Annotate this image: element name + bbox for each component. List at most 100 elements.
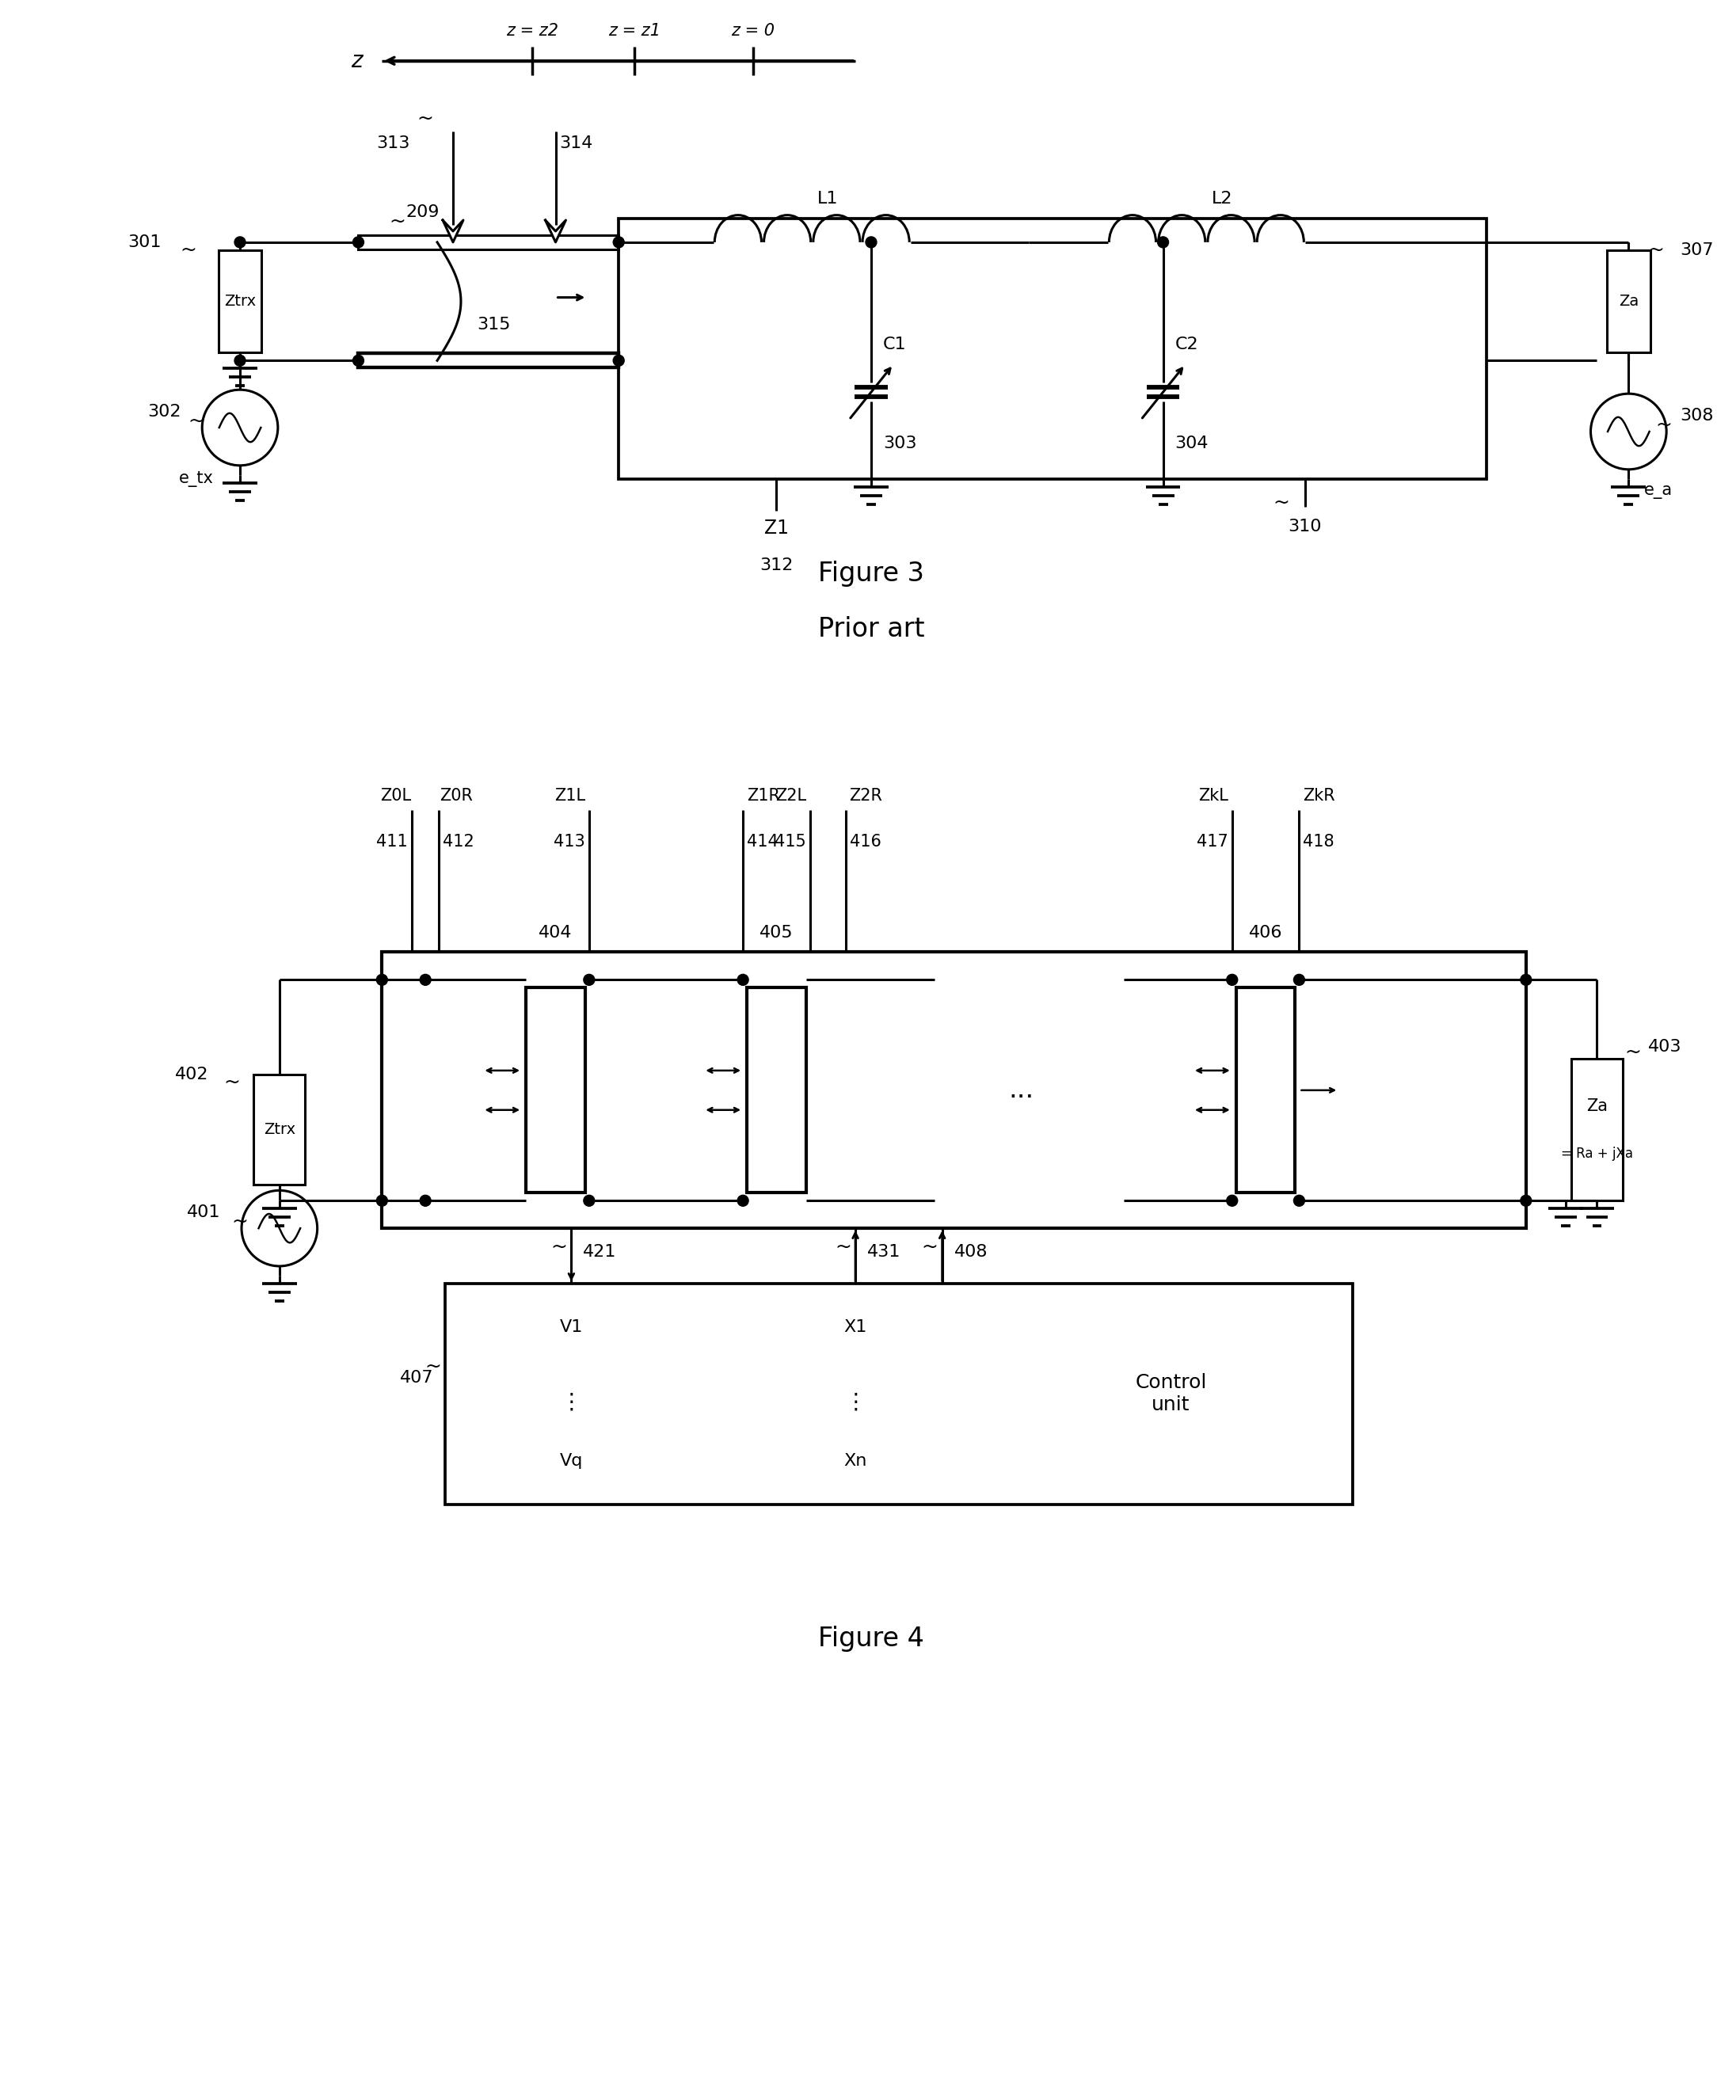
Text: 209: 209 <box>406 204 439 221</box>
Bar <box>1571 1058 1623 1201</box>
Circle shape <box>1293 974 1305 985</box>
Text: 413: 413 <box>554 834 585 851</box>
Circle shape <box>420 974 431 985</box>
Text: Ztrx: Ztrx <box>264 1121 295 1138</box>
Text: z = 0: z = 0 <box>731 23 774 38</box>
Text: z = z2: z = z2 <box>505 23 557 38</box>
Bar <box>253 1075 306 1184</box>
Text: e_tx: e_tx <box>179 470 214 487</box>
Text: 405: 405 <box>760 924 793 941</box>
Circle shape <box>583 974 595 985</box>
Text: Xn: Xn <box>844 1453 866 1468</box>
Text: Figure 3: Figure 3 <box>818 561 924 586</box>
Bar <box>1236 987 1295 1193</box>
Bar <box>618 218 1486 479</box>
Text: L2: L2 <box>1212 191 1233 206</box>
Text: Z1: Z1 <box>764 519 788 538</box>
Text: 404: 404 <box>538 924 573 941</box>
Text: Prior art: Prior art <box>818 615 924 643</box>
Text: ...: ... <box>1009 1077 1035 1102</box>
Circle shape <box>738 1195 748 1205</box>
Text: L1: L1 <box>818 191 838 206</box>
Bar <box>219 250 262 353</box>
Polygon shape <box>545 220 566 242</box>
Circle shape <box>234 237 245 248</box>
Text: ~: ~ <box>187 412 205 430</box>
Text: 417: 417 <box>1196 834 1227 851</box>
Text: 403: 403 <box>1647 1040 1682 1054</box>
Text: 412: 412 <box>443 834 474 851</box>
Text: 418: 418 <box>1304 834 1335 851</box>
Text: Z2R: Z2R <box>849 788 882 804</box>
Text: Z1R: Z1R <box>746 788 779 804</box>
Text: z: z <box>351 50 363 71</box>
Circle shape <box>1227 1195 1238 1205</box>
Text: 315: 315 <box>477 317 510 334</box>
Text: ~: ~ <box>389 212 406 231</box>
Text: 302: 302 <box>148 403 181 420</box>
Circle shape <box>377 974 387 985</box>
Text: Figure 4: Figure 4 <box>818 1625 924 1651</box>
Polygon shape <box>443 220 464 242</box>
Text: Za: Za <box>1618 294 1639 309</box>
Text: 312: 312 <box>760 559 793 573</box>
Bar <box>382 951 1526 1228</box>
Text: 408: 408 <box>955 1243 988 1260</box>
Text: 414: 414 <box>746 834 778 851</box>
Text: 431: 431 <box>868 1243 901 1260</box>
Text: 421: 421 <box>583 1243 616 1260</box>
Circle shape <box>1227 974 1238 985</box>
Text: 401: 401 <box>186 1205 220 1220</box>
Bar <box>358 235 618 250</box>
Circle shape <box>352 355 365 365</box>
Text: ~: ~ <box>425 1357 441 1376</box>
Text: 301: 301 <box>127 235 161 250</box>
Text: C2: C2 <box>1175 336 1198 353</box>
Text: ⋮: ⋮ <box>844 1390 866 1413</box>
Circle shape <box>866 237 877 248</box>
Circle shape <box>377 1195 387 1205</box>
Text: ~: ~ <box>231 1212 248 1231</box>
Text: Control
unit: Control unit <box>1135 1373 1207 1415</box>
Circle shape <box>1293 1195 1305 1205</box>
Text: 416: 416 <box>849 834 882 851</box>
Text: e_a: e_a <box>1644 483 1674 498</box>
Text: ~: ~ <box>1272 493 1290 512</box>
Text: ~: ~ <box>835 1237 851 1256</box>
Text: 407: 407 <box>399 1369 434 1386</box>
Text: ZkL: ZkL <box>1198 788 1227 804</box>
Text: z = z1: z = z1 <box>608 23 661 38</box>
Circle shape <box>583 1195 595 1205</box>
Bar <box>444 1283 1352 1504</box>
Text: 308: 308 <box>1680 407 1713 424</box>
Text: Z0R: Z0R <box>439 788 472 804</box>
Text: ~: ~ <box>550 1237 568 1256</box>
Text: Z2L: Z2L <box>774 788 806 804</box>
Circle shape <box>1521 974 1531 985</box>
Text: 307: 307 <box>1680 242 1713 258</box>
Text: ~: ~ <box>181 242 196 260</box>
Text: ~: ~ <box>1625 1044 1641 1063</box>
Text: Ztrx: Ztrx <box>224 294 255 309</box>
Text: ~: ~ <box>1647 242 1665 260</box>
Text: 304: 304 <box>1175 435 1208 451</box>
Circle shape <box>234 355 245 365</box>
Circle shape <box>352 237 365 248</box>
Text: 303: 303 <box>884 435 917 451</box>
Text: 406: 406 <box>1248 924 1283 941</box>
Text: C1: C1 <box>884 336 906 353</box>
Circle shape <box>1521 1195 1531 1205</box>
Text: ZkR: ZkR <box>1304 788 1335 804</box>
Text: Za: Za <box>1587 1098 1608 1113</box>
Text: X1: X1 <box>844 1319 866 1336</box>
Text: = Ra + jXa: = Ra + jXa <box>1561 1147 1634 1161</box>
Bar <box>746 987 806 1193</box>
Bar <box>1608 250 1651 353</box>
Text: 402: 402 <box>175 1067 208 1082</box>
Circle shape <box>1158 237 1168 248</box>
Text: Z0L: Z0L <box>380 788 411 804</box>
Text: Z1L: Z1L <box>554 788 585 804</box>
Text: 411: 411 <box>377 834 408 851</box>
Circle shape <box>613 355 625 365</box>
Text: ~: ~ <box>417 109 434 128</box>
